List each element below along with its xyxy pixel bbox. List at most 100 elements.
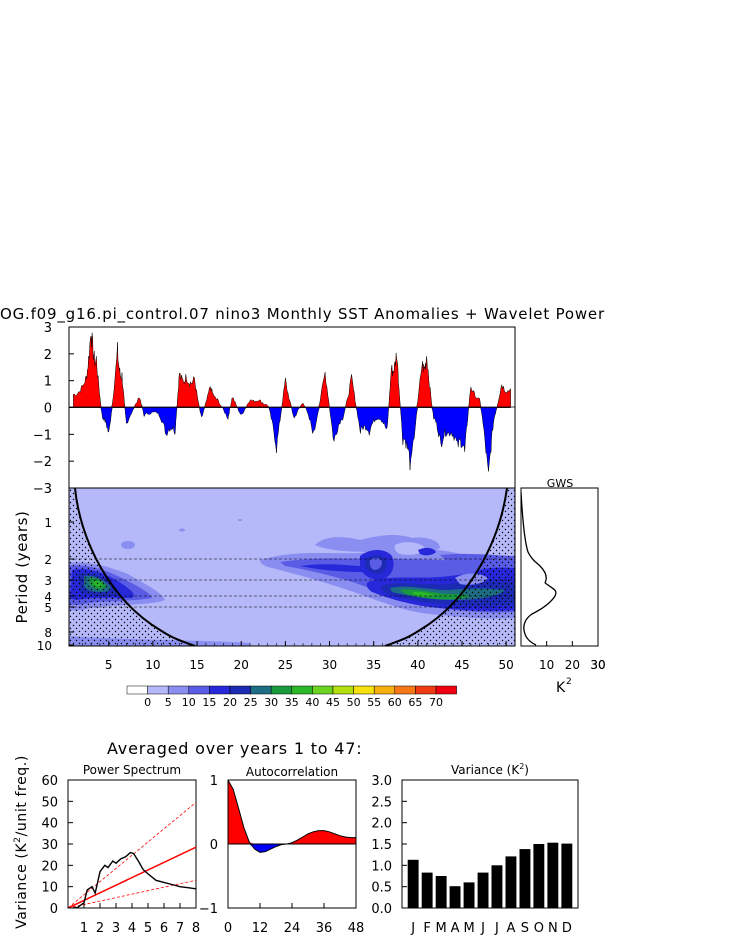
power-y-tick-label: 0 [50,902,58,917]
anomaly-y-tick-label: −2 [33,455,52,470]
year-tick-label: 20 [234,658,249,672]
anomaly-area [73,332,511,472]
variance-month-label: D [562,921,572,936]
gws-line [521,491,557,646]
anomaly-y-ticks: 3 2 1 0 −1 −2 −3 [33,321,74,497]
variance-y-tick-label: 1.0 [371,859,392,874]
gws-x-label: K [556,680,566,696]
power-spectrum-y-label: Variance (K2/unit freq.) [13,755,30,929]
colorbar-label: 35 [285,696,299,709]
colorbar-label: 10 [182,696,196,709]
year-tick-label: 50 [499,658,514,672]
colorbar-swatch [188,685,210,695]
variance-month-label: S [521,921,529,936]
period-dashed-lines [69,558,515,608]
anomaly-y-tick-label: 2 [44,348,52,363]
colorbar-label: 70 [429,696,443,709]
variance-bar [533,844,545,908]
autocorr-x-tick-label: 48 [348,921,365,936]
period-tick-label: 2 [44,553,52,567]
variance-month-label: J [480,921,485,936]
colorbar-label: 65 [408,696,422,709]
colorbar-swatch [147,685,169,695]
power-x-tick-label: 8 [192,921,200,936]
colorbar-swatch [291,685,313,695]
variance-month-label: O [534,921,544,936]
variance-month-label: A [451,921,460,936]
year-tick-label: 30 [322,658,337,672]
coi-stipple-right [385,488,515,646]
power-y-tick-label: 20 [41,859,58,874]
variance-bar [449,886,461,908]
positive-anomaly-area [73,332,511,408]
wavelet-y-ticks: 1 2 3 45 810 [37,516,74,653]
red-noise-lower [68,879,196,908]
colorbar-label: 15 [202,696,216,709]
variance-bar [463,882,475,908]
autocorrelation-panel: Autocorrelation 1 0 −1 0 12 24 36 48 [199,765,364,936]
power-y-tick-label: 50 [41,795,58,810]
autocorr-x-tick-label: 24 [284,921,301,936]
variance-y-tick-label: 0.0 [371,902,392,917]
power-x-tick-label: 2 [96,921,104,936]
colorbar-label: 0 [144,696,151,709]
colorbar-label: 55 [367,696,381,709]
anomaly-panel: 3 2 1 0 −1 −2 −3 [33,321,516,497]
colorbar-swatch [229,685,251,695]
year-tick-label: 40 [410,658,425,672]
autocorrelation-title: Autocorrelation [246,765,338,779]
variance-month-label: J [494,921,499,936]
colorbar-swatch [126,685,148,695]
power-x-tick-label: 6 [160,921,168,936]
variance-month-label: A [506,921,515,936]
variance-bar [421,872,433,908]
colorbar: 0 5 10 15 20 25 30 35 40 45 50 55 60 65 70 [126,685,457,709]
variance-bar [547,842,559,908]
anomaly-y-tick-label: −1 [33,428,52,443]
colorbar-swatch [209,685,231,695]
gws-x-label-sup: 2 [566,677,572,687]
autocorr-x-tick-label: 0 [224,921,232,936]
power-x-tick-label: 3 [112,921,120,936]
autocorr-y-tick-label: 0 [210,838,218,853]
power-x-tick-label: 5 [144,921,152,936]
period-tick-label: 5 [44,601,52,615]
colorbar-label: 20 [223,696,237,709]
colorbar-swatch [167,685,190,695]
gws-tick-label: 10 [539,658,554,672]
averaged-title: Averaged over years 1 to 47: [107,739,362,758]
variance-bar [491,865,503,908]
negative-anomaly-area [73,407,511,472]
year-tick-label: 10 [145,658,160,672]
wavelet-y-label: Period (years) [13,511,31,624]
main-title: OG.f09_g16.pi_control.07 nino3 Monthly S… [0,305,605,324]
colorbar-swatch [373,685,396,695]
year-tick-label: 45 [454,658,469,672]
anomaly-y-tick-label: 0 [44,402,52,417]
red-noise-mean [68,846,196,908]
colorbar-label: 40 [305,696,319,709]
variance-y-ticks: 3.0 2.5 2.0 1.5 1.0 0.5 0.0 [371,774,407,917]
red-noise-upper [68,802,196,908]
variance-bar [407,859,419,908]
period-tick-label: 4 [44,590,52,604]
period-tick-label: 3 [44,574,52,588]
autocorrelation-y-ticks: 1 0 −1 [199,774,233,917]
colorbar-swatch [394,685,416,695]
power-y-tick-label: 30 [41,838,58,853]
autocorr-x-tick-label: 12 [252,921,269,936]
year-tick-label: 25 [278,658,293,672]
year-tick-label: 35 [366,658,381,672]
variance-month-label: F [423,921,430,936]
variance-y-tick-label: 3.0 [371,774,392,789]
power-spectrum-y-ticks: 60 50 40 30 20 10 0 [41,774,73,917]
colorbar-swatch [250,685,272,695]
autocorrelation-x-ticks: 0 12 24 36 48 [224,903,364,936]
coi-stipple-left [69,488,195,646]
anomaly-y-tick-label: −3 [33,482,52,497]
anomaly-y-tick-label: 3 [44,321,52,336]
